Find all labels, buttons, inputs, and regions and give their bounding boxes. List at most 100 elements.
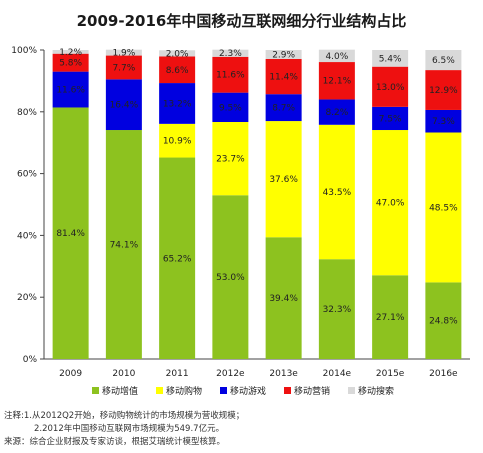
bar-segment xyxy=(212,121,249,196)
bar-segment xyxy=(52,53,89,72)
bar-value-label: 48.5% xyxy=(429,203,458,213)
x-tick-label: 2010 xyxy=(112,369,135,379)
bar-value-label: 53.0% xyxy=(216,273,245,283)
bar-segment xyxy=(159,123,196,158)
bar-value-label: 65.2% xyxy=(163,254,192,264)
bar-segment xyxy=(318,62,355,100)
bar-value-label: 74.1% xyxy=(110,241,139,251)
bar-value-label: 47.0% xyxy=(376,199,405,209)
bar-segment xyxy=(212,195,249,359)
bar-segment xyxy=(265,58,302,95)
x-tick-label: 2012e xyxy=(216,369,245,379)
legend-label: 移动搜索 xyxy=(358,385,394,397)
note-line-1: 注释:1.从2012Q2开始，移动购物统计的市场规模为营收规模； xyxy=(4,411,245,421)
bar-value-label: 16.4% xyxy=(110,101,139,111)
bar-value-label: 10.9% xyxy=(163,137,192,147)
chart-notes: 注释:1.从2012Q2开始，移动购物统计的市场规模为营收规模； 2.2012年… xyxy=(4,410,482,449)
bar-value-label: 81.4% xyxy=(56,229,85,239)
bar-segment xyxy=(372,275,409,359)
bar-value-label: 39.4% xyxy=(269,294,298,304)
bar-value-label: 11.6% xyxy=(216,71,245,81)
bar-value-label: 8.6% xyxy=(166,66,189,76)
y-tick-label: 100% xyxy=(11,46,37,56)
bar-value-label: 43.5% xyxy=(323,188,352,198)
bar-segment xyxy=(105,79,142,131)
bar-segment xyxy=(159,83,196,124)
y-tick-label: 80% xyxy=(17,108,37,118)
bar-value-label: 9.5% xyxy=(219,103,242,113)
bar-segment xyxy=(425,109,462,133)
bar-value-label: 37.6% xyxy=(269,175,298,185)
bar-segment xyxy=(105,49,142,56)
source-line: 来源：综合企业财报及专家访谈，根据艾瑞统计模型核算。 xyxy=(4,437,226,447)
note-line-2: 2.2012年中国移动互联网市场规模为549.7亿元。 xyxy=(34,424,225,434)
bar-segment xyxy=(318,99,355,125)
legend-label: 移动游戏 xyxy=(230,385,266,397)
bar-value-label: 11.6% xyxy=(56,86,85,96)
bar-segment xyxy=(212,92,249,122)
bar-value-label: 32.3% xyxy=(323,305,352,315)
bar-value-label: 7.5% xyxy=(379,114,402,124)
bar-segment xyxy=(212,49,249,57)
bar-value-label: 6.5% xyxy=(432,56,455,66)
x-tick-label: 2009 xyxy=(59,369,82,379)
legend-swatch xyxy=(220,387,227,394)
bar-segment xyxy=(425,70,462,110)
bar-value-label: 8.7% xyxy=(272,104,295,114)
bar-value-label: 11.4% xyxy=(269,73,298,83)
legend-label: 移动营销 xyxy=(294,385,330,397)
bar-segment xyxy=(425,282,462,359)
legend-swatch xyxy=(92,387,99,394)
bar-segment xyxy=(52,107,89,359)
bar-segment xyxy=(159,56,196,84)
bar-segment xyxy=(265,237,302,359)
bar-segment xyxy=(105,55,142,80)
bar-segment xyxy=(372,106,409,131)
bar-segment xyxy=(159,157,196,359)
bar-value-label: 24.8% xyxy=(429,317,458,327)
legend-swatch xyxy=(284,387,291,394)
bar-segment xyxy=(52,50,89,54)
bar-segment xyxy=(265,50,302,59)
bar-value-label: 2.3% xyxy=(219,49,242,59)
bar-value-label: 12.9% xyxy=(429,86,458,96)
bar-value-label: 12.1% xyxy=(323,77,352,87)
bar-segment xyxy=(265,121,302,238)
chart-legend: 移动增值 移动购物 移动游戏 移动营销 移动搜索 xyxy=(92,385,394,397)
x-tick-label: 2013e xyxy=(269,369,298,379)
bar-value-label: 7.7% xyxy=(112,63,135,73)
bar-segment xyxy=(318,259,355,359)
bar-value-label: 13.2% xyxy=(163,99,192,109)
bar-value-label: 2.0% xyxy=(166,49,189,59)
bar-value-label: 4.0% xyxy=(325,52,348,62)
x-tick-label: 2011 xyxy=(166,369,189,379)
y-tick-label: 0% xyxy=(23,355,38,365)
bar-value-label: 13.0% xyxy=(376,83,405,93)
bar-value-label: 1.2% xyxy=(59,48,82,58)
bar-segment xyxy=(372,66,409,107)
bar-segment xyxy=(372,130,409,276)
bar-segment xyxy=(372,50,409,67)
y-tick-label: 60% xyxy=(17,170,37,180)
bar-segment xyxy=(425,50,462,71)
bar-segment xyxy=(52,71,89,108)
legend-swatch xyxy=(348,387,355,394)
y-tick-label: 20% xyxy=(17,293,37,303)
bar-value-label: 5.8% xyxy=(59,59,82,69)
x-tick-label: 2014e xyxy=(323,369,352,379)
bar-value-label: 7.3% xyxy=(432,117,455,127)
bar-value-label: 1.9% xyxy=(112,49,135,59)
bar-segment xyxy=(318,49,355,63)
bar-value-label: 5.4% xyxy=(379,54,402,64)
bar-segment xyxy=(105,130,142,359)
bar-segment xyxy=(425,132,462,283)
x-tick-label: 2016e xyxy=(429,369,458,379)
bar-value-label: 2.9% xyxy=(272,50,295,60)
bar-segment xyxy=(212,56,249,93)
chart-title: 2009-2016年中国移动互联网细分行业结构占比 xyxy=(76,12,407,30)
bar-segment xyxy=(265,94,302,122)
y-tick-label: 40% xyxy=(17,231,37,241)
bar-value-label: 23.7% xyxy=(216,155,245,165)
legend-label: 移动增值 xyxy=(102,385,138,397)
